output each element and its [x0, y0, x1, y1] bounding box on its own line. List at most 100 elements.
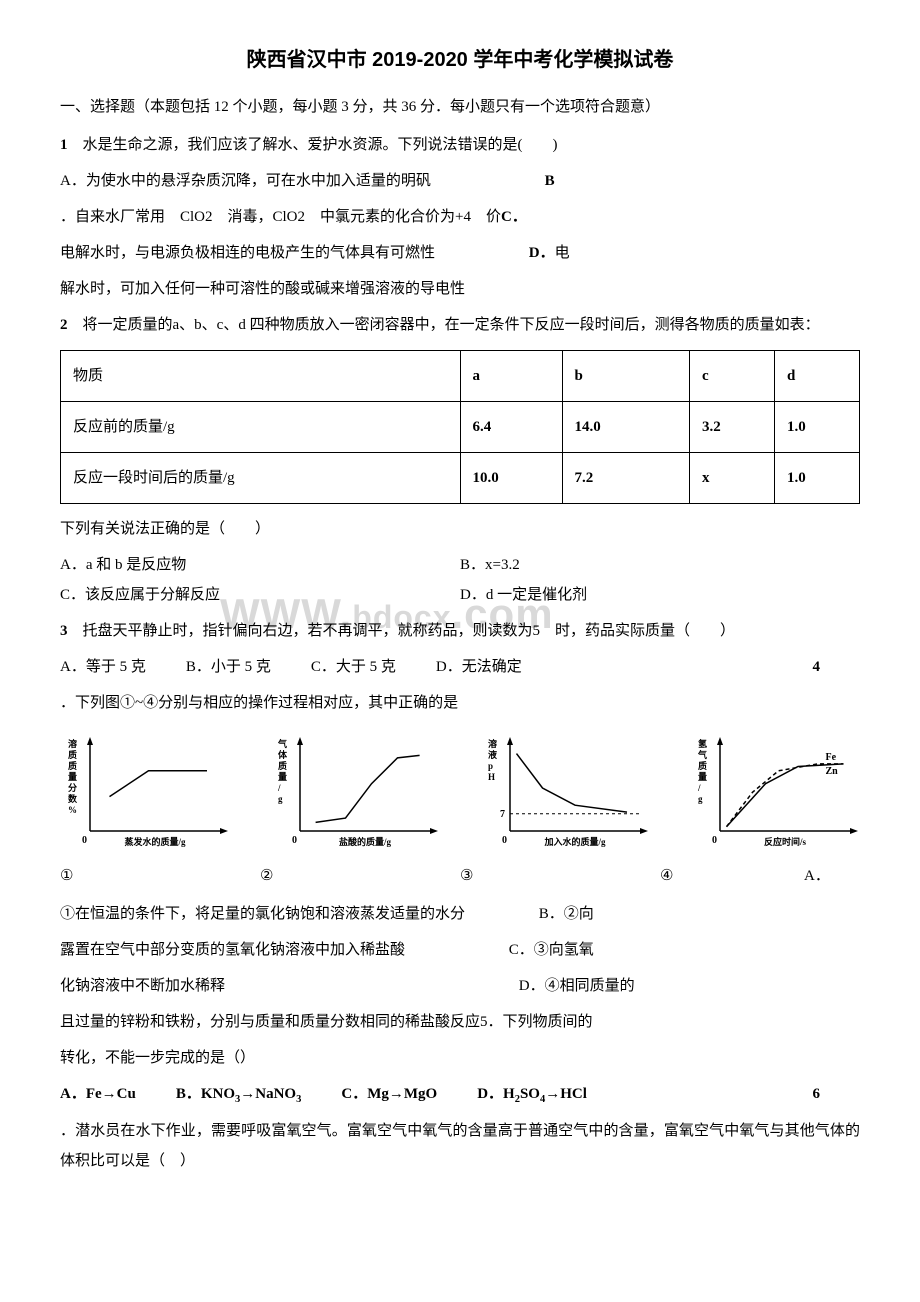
question-1: 1 水是生命之源，我们应该了解水、爱护水资源。下列说法错误的是( ) [60, 130, 860, 160]
r1c1: 6.4 [460, 402, 562, 453]
q4-optD-p1: ④相同质量的 [545, 978, 635, 994]
chart-box-1: 溶质质量分数%0蒸发水的质量/g [60, 733, 230, 853]
q4-optB-p1: ②向 [564, 906, 594, 922]
svg-text:g: g [278, 794, 283, 804]
q4-optA-pre: A． [804, 861, 830, 891]
question-4: ．下列图①~④分别与相应的操作过程相对应，其中正确的是 [60, 688, 860, 718]
chart-box-3: 溶液pH0加入水的质量/g7 [480, 733, 650, 853]
q1-optC: 电解水时，与电源负极相连的电极产生的气体具有可燃性 [60, 245, 435, 261]
svg-text:质: 质 [68, 760, 77, 771]
svg-text:g: g [698, 794, 703, 804]
q1-optC-line: 电解水时，与电源负极相连的电极产生的气体具有可燃性 D．电 [60, 238, 860, 268]
q4-optC-pre: C． [509, 942, 534, 958]
th-1: a [460, 351, 562, 402]
svg-text:质: 质 [278, 760, 287, 771]
svg-text:溶: 溶 [68, 738, 77, 749]
svg-text:蒸发水的质量/g: 蒸发水的质量/g [124, 836, 186, 847]
chart-box-4: 氢气质量/g0反应时间/sFeZn [690, 733, 860, 853]
table-row: 反应前的质量/g 6.4 14.0 3.2 1.0 [61, 402, 860, 453]
lbl1: ① [60, 861, 260, 891]
q5-stem-cont: 转化，不能一步完成的是（） [60, 1043, 860, 1073]
q2-opts-row1: A．a 和 b 是反应物 B．x=3.2 [60, 550, 860, 580]
q1-optB: ．自来水厂常用 ClO2 消毒，ClO2 中氯元素的化合价为+4 价 [60, 209, 501, 225]
svg-text:7: 7 [500, 809, 505, 820]
q1-optA-pre: A． [60, 173, 86, 189]
svg-text:%: % [68, 805, 77, 815]
q1-optB-pre: B [545, 173, 555, 189]
q2-after: 下列有关说法正确的是（ ） [60, 514, 860, 544]
svg-text:溶: 溶 [488, 738, 497, 749]
svg-text:质: 质 [68, 749, 77, 760]
table-row: 反应一段时间后的质量/g 10.0 7.2 x 1.0 [61, 453, 860, 504]
q4-num: 4 [813, 652, 821, 682]
svg-text:0: 0 [82, 835, 87, 846]
question-3: 3 托盘天平静止时，指针偏向右边，若不再调平，就称药品，则读数为5 时，药品实际… [60, 616, 860, 646]
section-header: 一、选择题（本题包括 12 个小题，每小题 3 分，共 36 分．每小题只有一个… [60, 92, 860, 122]
q5-optA: A．Fe→Cu [60, 1079, 136, 1110]
svg-text:Zn: Zn [826, 766, 839, 777]
chart-4: 氢气质量/g0反应时间/sFeZn [690, 733, 860, 853]
q4-optD-line: 且过量的锌粉和铁粉，分别与质量和质量分数相同的稀盐酸反应5．下列物质间的 [60, 1007, 860, 1037]
charts-row: 溶质质量分数%0蒸发水的质量/g气体质量/g0盐酸的质量/g溶液pH0加入水的质… [60, 733, 860, 853]
q4-optD-pre: D． [519, 978, 545, 994]
q4-optB-pre: B． [539, 906, 564, 922]
q4-optA: ①在恒温的条件下，将足量的氯化钠饱和溶液蒸发适量的水分 [60, 906, 465, 922]
q1-optA-line: A．为使水中的悬浮杂质沉降，可在水中加入适量的明矾 B [60, 166, 860, 196]
svg-text:数: 数 [68, 793, 78, 804]
lbl3: ③ [460, 861, 660, 891]
q1-num: 1 [60, 137, 68, 153]
th-3: c [690, 351, 775, 402]
question-6: ．潜水员在水下作业，需要呼吸富氧空气。富氧空气中氧气的含量高于普通空气中的含量，… [60, 1116, 860, 1176]
q5-opts: A．Fe→Cu B．KNO3→NaNO3 C．Mg→MgO D．H2SO4→HC… [60, 1079, 860, 1110]
svg-text:体: 体 [278, 749, 288, 760]
svg-text:气: 气 [697, 749, 707, 760]
q5-optC: C．Mg→MgO [341, 1079, 437, 1110]
chart-3: 溶液pH0加入水的质量/g7 [480, 733, 650, 853]
r2c2: 7.2 [562, 453, 690, 504]
svg-text:质: 质 [698, 760, 707, 771]
th-0: 物质 [61, 351, 461, 402]
svg-text:/: / [277, 783, 281, 793]
q2-optD: D．d 一定是催化剂 [460, 580, 860, 610]
r1c2: 14.0 [562, 402, 690, 453]
svg-text:反应时间/s: 反应时间/s [764, 836, 807, 847]
q5-optB: B．KNO3→NaNO3 [176, 1079, 302, 1110]
r2c1: 10.0 [460, 453, 562, 504]
q2-num: 2 [60, 317, 68, 333]
q1-stem: 水是生命之源，我们应该了解水、爱护水资源。下列说法错误的是( ) [83, 137, 558, 153]
q1-optC-pre: C． [501, 209, 527, 225]
q4-optC-line: 化钠溶液中不断加水稀释 D．④相同质量的 [60, 971, 860, 1001]
q1-optD-line: 解水时，可加入任何一种可溶性的酸或碱来增强溶液的导电性 [60, 274, 860, 304]
svg-text:盐酸的质量/g: 盐酸的质量/g [339, 836, 392, 847]
q1-optD-pre: D． [529, 245, 555, 261]
svg-text:0: 0 [712, 835, 717, 846]
q2-optA: A．a 和 b 是反应物 [60, 550, 460, 580]
q1-optD-partial: 电 [555, 245, 570, 261]
q4-optC-p1: ③向氢氧 [534, 942, 594, 958]
r1c3: 3.2 [690, 402, 775, 453]
svg-text:p: p [488, 761, 493, 771]
r2c4: 1.0 [774, 453, 859, 504]
lbl4: ④ [660, 861, 804, 891]
q3-optC: C．大于 5 克 [311, 652, 396, 682]
svg-text:气: 气 [277, 738, 287, 749]
q5-num-inline: 5．下列物质间的 [480, 1014, 593, 1030]
q3-optB: B．小于 5 克 [186, 652, 271, 682]
q3-optA: A．等于 5 克 [60, 652, 146, 682]
r1c0: 反应前的质量/g [61, 402, 461, 453]
q5-optD: D．H2SO4→HCl [477, 1079, 587, 1110]
svg-text:氢: 氢 [698, 738, 707, 749]
q2-stem: 将一定质量的a、b、c、d 四种物质放入一密闭容器中，在一定条件下反应一段时间后… [83, 317, 820, 333]
svg-text:液: 液 [488, 749, 498, 760]
q2-table: 物质 a b c d 反应前的质量/g 6.4 14.0 3.2 1.0 反应一… [60, 350, 860, 504]
q1-optB-line: ．自来水厂常用 ClO2 消毒，ClO2 中氯元素的化合价为+4 价C． [60, 202, 860, 232]
table-row: 物质 a b c d [61, 351, 860, 402]
q3-opts: A．等于 5 克 B．小于 5 克 C．大于 5 克 D．无法确定 4 [60, 652, 860, 682]
page-title: 陕西省汉中市 2019-2020 学年中考化学模拟试卷 [60, 40, 860, 80]
r1c4: 1.0 [774, 402, 859, 453]
svg-text:量: 量 [278, 771, 287, 782]
q3-optD: D．无法确定 [436, 652, 522, 682]
r2c3: x [690, 453, 775, 504]
q1-optA: 为使水中的悬浮杂质沉降，可在水中加入适量的明矾 [86, 173, 431, 189]
q4-optA-line: ①在恒温的条件下，将足量的氯化钠饱和溶液蒸发适量的水分 B．②向 [60, 899, 860, 929]
